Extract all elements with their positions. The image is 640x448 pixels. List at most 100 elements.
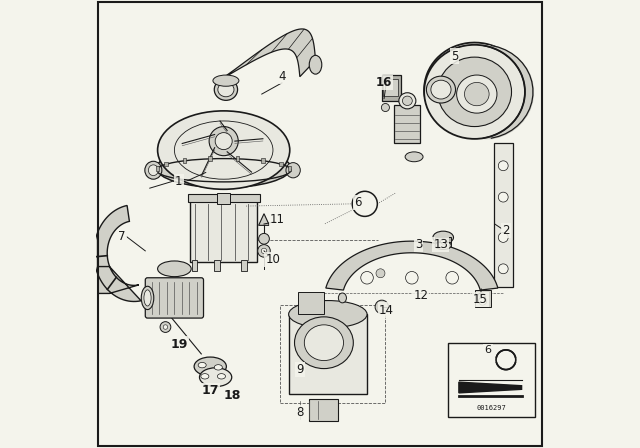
Ellipse shape (435, 241, 451, 250)
Bar (241, 260, 246, 271)
Ellipse shape (157, 261, 191, 276)
Bar (208, 156, 212, 161)
Bar (309, 399, 338, 421)
Text: 8: 8 (296, 405, 303, 419)
Polygon shape (459, 382, 522, 393)
Ellipse shape (141, 286, 154, 310)
Circle shape (440, 239, 446, 244)
Text: 11: 11 (270, 213, 285, 226)
Ellipse shape (157, 148, 291, 188)
Text: 19: 19 (170, 337, 188, 351)
Circle shape (361, 271, 373, 284)
Bar (188, 194, 260, 202)
Text: 3: 3 (415, 237, 422, 251)
Text: 4: 4 (278, 69, 285, 83)
Bar (236, 156, 239, 161)
Circle shape (446, 271, 458, 284)
Circle shape (406, 271, 418, 284)
Ellipse shape (405, 152, 423, 162)
Bar (280, 162, 283, 166)
Circle shape (381, 103, 389, 112)
Text: 16: 16 (376, 76, 392, 90)
Text: 12: 12 (413, 289, 428, 302)
Text: 7: 7 (118, 230, 125, 243)
Ellipse shape (200, 368, 232, 387)
Ellipse shape (477, 293, 485, 303)
Bar (383, 79, 398, 96)
Bar (261, 158, 264, 163)
Text: 17: 17 (202, 384, 219, 397)
Text: 14: 14 (379, 303, 394, 317)
Bar (382, 75, 401, 101)
Ellipse shape (214, 365, 222, 370)
Bar (448, 343, 535, 417)
Bar (435, 237, 451, 246)
Circle shape (160, 322, 171, 332)
Circle shape (258, 245, 270, 257)
Bar (288, 166, 291, 171)
Ellipse shape (309, 55, 322, 74)
Bar (289, 314, 367, 394)
Ellipse shape (399, 93, 416, 109)
Ellipse shape (198, 362, 206, 368)
Circle shape (163, 325, 168, 329)
Text: 15: 15 (473, 293, 488, 306)
Ellipse shape (294, 317, 353, 369)
Circle shape (259, 233, 269, 244)
Bar (394, 105, 420, 143)
Ellipse shape (194, 357, 227, 376)
Text: 1: 1 (175, 175, 182, 188)
Text: 10: 10 (266, 253, 280, 267)
Bar (214, 260, 220, 271)
Text: 0016297: 0016297 (477, 405, 506, 411)
Text: 6: 6 (484, 345, 492, 355)
Circle shape (261, 248, 267, 254)
Polygon shape (326, 241, 498, 290)
Circle shape (375, 300, 388, 314)
Text: 18: 18 (224, 388, 241, 402)
Ellipse shape (209, 127, 238, 156)
Circle shape (479, 297, 486, 305)
Bar (217, 193, 230, 204)
Ellipse shape (218, 374, 225, 379)
Ellipse shape (218, 82, 234, 97)
Ellipse shape (457, 75, 497, 113)
Text: 9: 9 (296, 363, 303, 376)
Ellipse shape (148, 165, 158, 176)
Bar (164, 162, 168, 166)
Ellipse shape (403, 96, 412, 106)
Ellipse shape (286, 163, 300, 178)
Ellipse shape (145, 161, 162, 179)
Ellipse shape (424, 45, 525, 139)
Bar (494, 143, 513, 287)
Circle shape (499, 192, 508, 202)
Ellipse shape (144, 290, 151, 306)
Bar (298, 292, 324, 314)
Polygon shape (259, 214, 269, 225)
Ellipse shape (157, 111, 290, 189)
Text: 6: 6 (355, 196, 362, 209)
Ellipse shape (201, 374, 209, 379)
Bar (475, 290, 491, 307)
Ellipse shape (289, 301, 367, 328)
Ellipse shape (431, 80, 451, 99)
Circle shape (499, 233, 508, 242)
Ellipse shape (215, 133, 232, 150)
Polygon shape (219, 29, 316, 81)
Bar (183, 158, 186, 163)
Ellipse shape (339, 293, 346, 303)
FancyBboxPatch shape (145, 278, 204, 318)
Ellipse shape (305, 325, 344, 361)
Ellipse shape (214, 79, 237, 100)
Ellipse shape (426, 76, 456, 103)
Ellipse shape (438, 57, 511, 126)
Bar (192, 260, 197, 271)
Text: 2: 2 (502, 224, 509, 237)
Ellipse shape (433, 231, 454, 244)
Circle shape (376, 269, 385, 278)
Polygon shape (94, 206, 141, 302)
Circle shape (499, 264, 508, 274)
Bar (190, 199, 257, 262)
Circle shape (499, 161, 508, 171)
Bar (156, 166, 159, 171)
